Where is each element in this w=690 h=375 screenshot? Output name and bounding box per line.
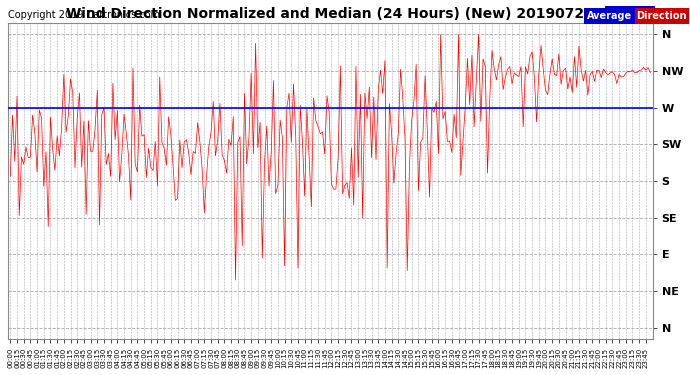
Text: Average: Average	[587, 11, 632, 21]
Text: Average: Average	[607, 9, 653, 19]
Text: Copyright 2019 Cartronics.com: Copyright 2019 Cartronics.com	[8, 10, 160, 20]
Title: Wind Direction Normalized and Median (24 Hours) (New) 20190729: Wind Direction Normalized and Median (24…	[66, 7, 594, 21]
Text: Direction: Direction	[636, 11, 687, 21]
